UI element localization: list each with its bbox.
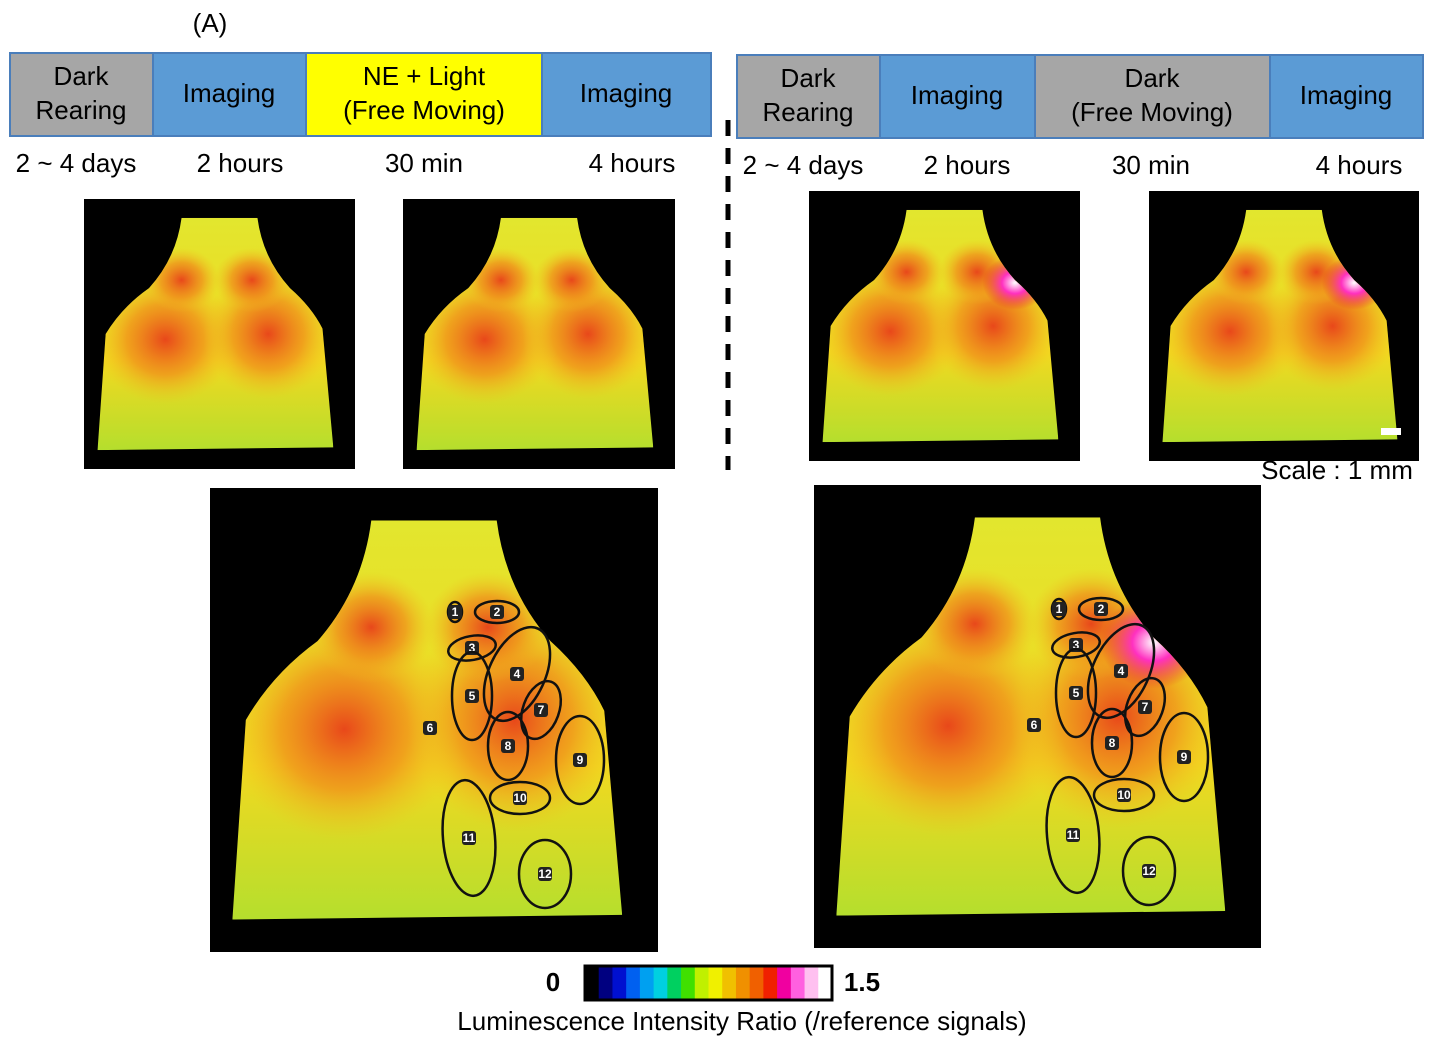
region-label: 2 [494, 605, 501, 619]
region-label: 11 [463, 831, 476, 845]
colorbar-swatch [695, 966, 709, 1000]
region-label: 8 [1109, 736, 1116, 750]
colorbar-max: 1.5 [844, 967, 880, 997]
box-label: (Free Moving) [343, 95, 505, 125]
duration: 2 hours [924, 150, 1011, 180]
region-label: 4 [1118, 664, 1125, 678]
box-label: NE + Light [363, 61, 486, 91]
box-label: Imaging [1300, 80, 1393, 110]
image [1149, 191, 1419, 461]
box-label: Rearing [35, 95, 126, 125]
figure: (A) Scale : 1 mm 12345678910111212345678… [0, 0, 1436, 1039]
region-label: 9 [1181, 750, 1188, 764]
region-label: 8 [505, 739, 512, 753]
duration: 2 hours [197, 148, 284, 178]
colorbar-swatch [654, 966, 668, 1000]
duration: 4 hours [589, 148, 676, 178]
scale-label: Scale : 1 mm [1261, 455, 1413, 485]
region-label: 9 [577, 753, 584, 767]
box-label: Rearing [762, 97, 853, 127]
colorbar-swatch [777, 966, 791, 1000]
colorbar-swatch [709, 966, 723, 1000]
region-label: 1 [1056, 602, 1063, 616]
colorbar-swatch [626, 966, 640, 1000]
region-label: 12 [538, 867, 552, 881]
duration: 2 ~ 4 days [16, 148, 137, 178]
colorbar-swatch [722, 966, 736, 1000]
region-label: 4 [514, 667, 521, 681]
image [84, 199, 355, 469]
region-label: 2 [1098, 602, 1105, 616]
box-label: Dark [1125, 63, 1181, 93]
region-label: 6 [427, 721, 434, 735]
colorbar-caption: Luminescence Intensity Ratio (/reference… [457, 1006, 1026, 1036]
region-label: 7 [1142, 700, 1149, 714]
box-label: (Free Moving) [1071, 97, 1233, 127]
duration: 2 ~ 4 days [743, 150, 864, 180]
region-label: 5 [1073, 686, 1080, 700]
image [809, 191, 1080, 461]
box-label: Imaging [580, 78, 673, 108]
colorbar-swatch [805, 966, 819, 1000]
colorbar-swatch [791, 966, 805, 1000]
duration: 30 min [1112, 150, 1190, 180]
colorbar-swatch [640, 966, 654, 1000]
colorbar-swatch [818, 966, 832, 1000]
box-label: Imaging [911, 80, 1004, 110]
colorbar-min: 0 [546, 967, 560, 997]
colorbar-swatch [736, 966, 750, 1000]
colorbar-swatch [612, 966, 626, 1000]
region-label: 7 [538, 703, 545, 717]
scale-bar [1381, 428, 1401, 435]
box-label: Dark [781, 63, 837, 93]
duration: 4 hours [1316, 150, 1403, 180]
box-label: Imaging [183, 78, 276, 108]
panel-label: (A) [193, 8, 228, 38]
colorbar-swatch [585, 966, 599, 1000]
box-label: Dark [54, 61, 110, 91]
region-label: 12 [1142, 864, 1156, 878]
image [403, 199, 675, 469]
region-label: 10 [1117, 788, 1131, 802]
colorbar [585, 966, 833, 1000]
colorbar-swatch [763, 966, 777, 1000]
duration: 30 min [385, 148, 463, 178]
region-label: 1 [452, 605, 459, 619]
region-label: 10 [513, 791, 527, 805]
region-label: 6 [1031, 718, 1038, 732]
colorbar-swatch [599, 966, 613, 1000]
colorbar-swatch [750, 966, 764, 1000]
region-label: 5 [469, 689, 476, 703]
region-label: 11 [1067, 828, 1080, 842]
colorbar-swatch [681, 966, 695, 1000]
colorbar-swatch [667, 966, 681, 1000]
